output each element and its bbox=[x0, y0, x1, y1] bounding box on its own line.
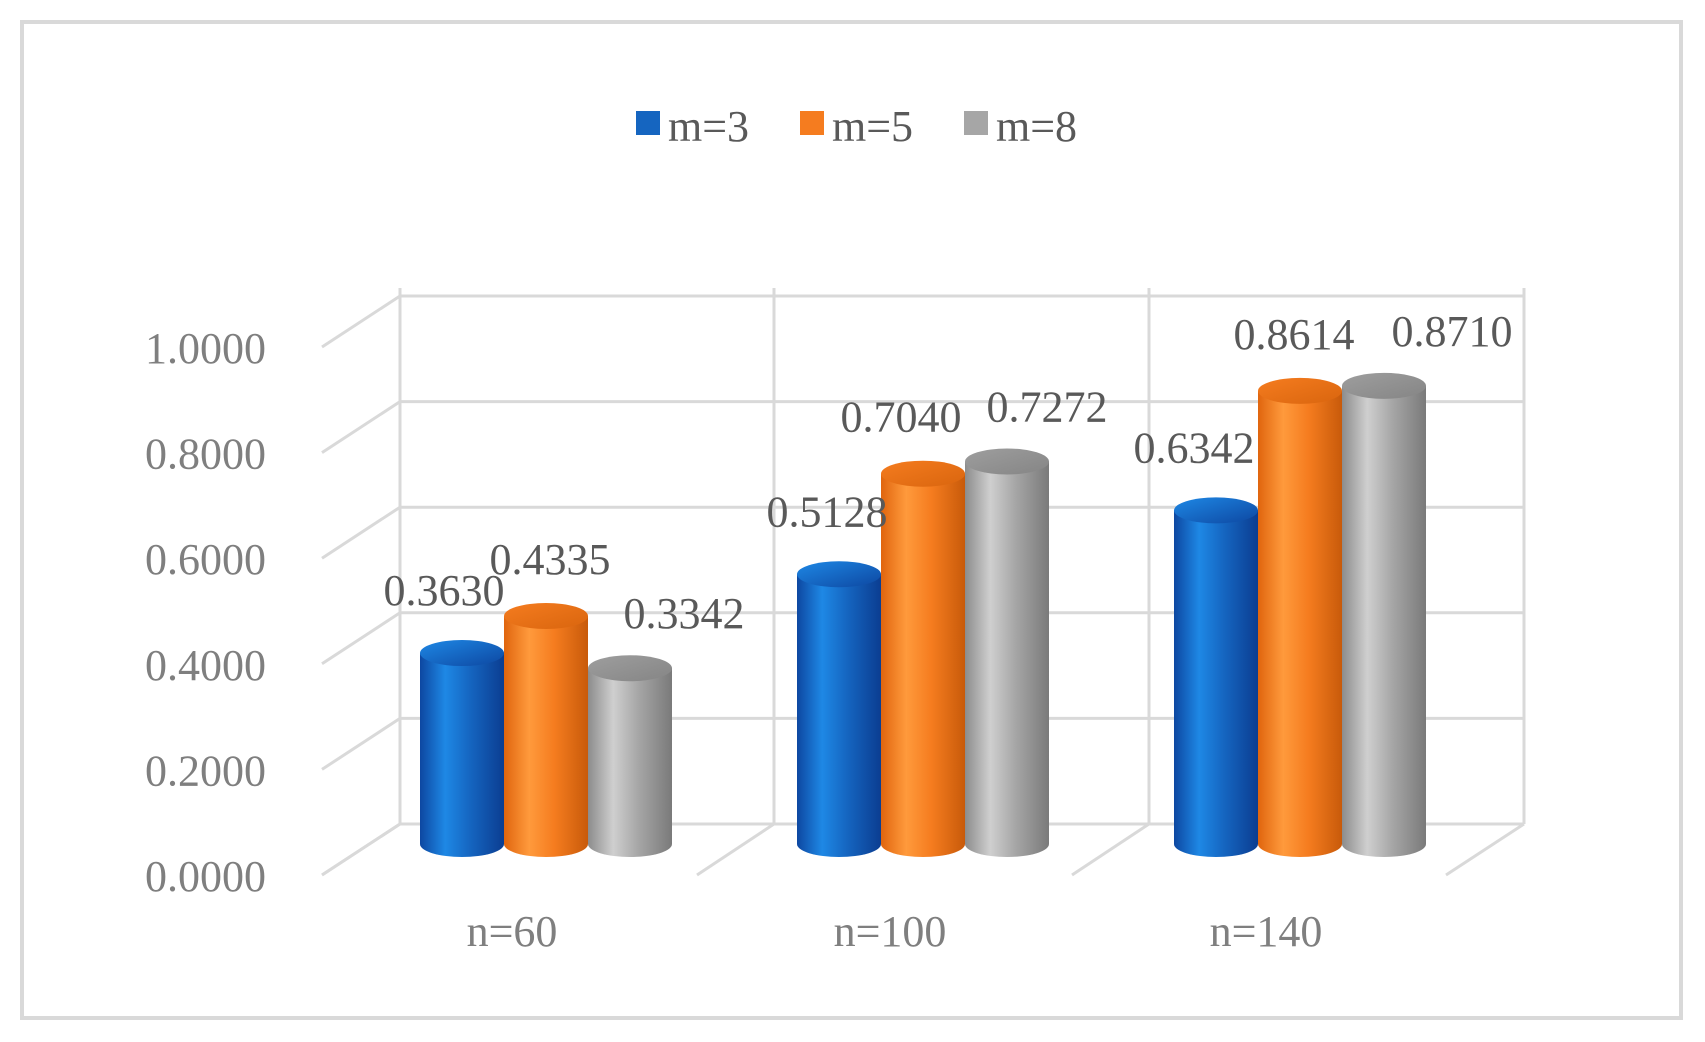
data-labels: 0.3630 0.4335 0.3342 0.5128 0.7040 0.727… bbox=[384, 307, 1513, 638]
bar-body bbox=[965, 461, 1049, 857]
bar-n140-m3 bbox=[1174, 497, 1258, 857]
legend: m=3 m=5 m=8 bbox=[636, 102, 1077, 151]
legend-swatch-1 bbox=[800, 111, 824, 135]
y-tick-label-4: 0.8000 bbox=[145, 430, 266, 479]
legend-label-2: m=8 bbox=[996, 102, 1077, 151]
bar-n140-m5 bbox=[1258, 377, 1342, 857]
bar-top bbox=[797, 561, 881, 588]
bar-n60-m3 bbox=[420, 640, 504, 857]
bar-n100-m8 bbox=[965, 448, 1049, 857]
data-label-n60-m5: 0.4335 bbox=[490, 535, 611, 584]
x-category-label-0: n=60 bbox=[467, 907, 558, 956]
floor-diagonal-1 bbox=[696, 822, 775, 877]
data-label-n60-m3: 0.3630 bbox=[384, 566, 505, 615]
bar-body bbox=[504, 615, 588, 857]
bar-top bbox=[588, 655, 672, 682]
bar-body bbox=[1174, 510, 1258, 857]
data-label-n60-m8: 0.3342 bbox=[624, 589, 745, 638]
bar-body bbox=[588, 668, 672, 857]
bar-body bbox=[797, 574, 881, 857]
legend-swatch-2 bbox=[964, 111, 988, 135]
y-tick-label-5: 1.0000 bbox=[145, 324, 266, 373]
bar-body bbox=[1342, 385, 1426, 857]
x-category-label-1: n=100 bbox=[834, 907, 947, 956]
side-gridline-4 bbox=[321, 400, 401, 454]
bar-top bbox=[965, 448, 1049, 475]
bar-n100-m3 bbox=[797, 561, 881, 857]
bar-body bbox=[881, 473, 965, 857]
bar-top bbox=[1342, 372, 1426, 399]
legend-label-1: m=5 bbox=[832, 102, 913, 151]
floor-diagonal-2 bbox=[1071, 822, 1150, 877]
side-gridline-1 bbox=[321, 717, 401, 771]
legend-swatch-0 bbox=[636, 111, 660, 135]
y-tick-label-0: 0.0000 bbox=[145, 852, 266, 901]
legend-item-2: m=8 bbox=[964, 102, 1077, 151]
legend-item-0: m=3 bbox=[636, 102, 749, 151]
x-axis-labels: n=60 n=100 n=140 bbox=[467, 907, 1323, 956]
bar-body bbox=[1258, 390, 1342, 857]
bar-n140-m8 bbox=[1342, 372, 1426, 857]
data-label-n100-m5: 0.7040 bbox=[841, 393, 962, 442]
y-tick-label-3: 0.6000 bbox=[145, 535, 266, 584]
data-label-n140-m8: 0.8710 bbox=[1392, 307, 1513, 356]
bar-top bbox=[504, 602, 588, 629]
floor-diagonal-3 bbox=[1445, 822, 1525, 877]
floor-diagonal-0 bbox=[321, 822, 401, 877]
y-tick-label-2: 0.4000 bbox=[145, 641, 266, 690]
bar-body bbox=[420, 653, 504, 857]
data-label-n100-m8: 0.7272 bbox=[987, 382, 1108, 431]
side-gridline-5 bbox=[321, 294, 401, 349]
data-label-n100-m3: 0.5128 bbox=[767, 487, 888, 536]
side-gridline-2 bbox=[321, 611, 401, 666]
bar-n60-m8 bbox=[588, 655, 672, 857]
y-tick-label-1: 0.2000 bbox=[145, 746, 266, 795]
bar-top bbox=[420, 640, 504, 667]
legend-item-1: m=5 bbox=[800, 102, 913, 151]
side-gridline-3 bbox=[321, 505, 401, 560]
data-label-n140-m3: 0.6342 bbox=[1134, 423, 1255, 472]
bar-top bbox=[1258, 377, 1342, 404]
bar-n100-m5 bbox=[881, 460, 965, 857]
y-axis-labels: 0.0000 0.2000 0.4000 0.6000 0.8000 1.000… bbox=[145, 324, 266, 901]
legend-label-0: m=3 bbox=[668, 102, 749, 151]
bar-top bbox=[881, 460, 965, 487]
x-category-label-2: n=140 bbox=[1210, 907, 1323, 956]
bars bbox=[420, 372, 1426, 857]
data-label-n140-m5: 0.8614 bbox=[1234, 310, 1355, 359]
bar-top bbox=[1174, 497, 1258, 524]
bar-n60-m5 bbox=[504, 602, 588, 857]
